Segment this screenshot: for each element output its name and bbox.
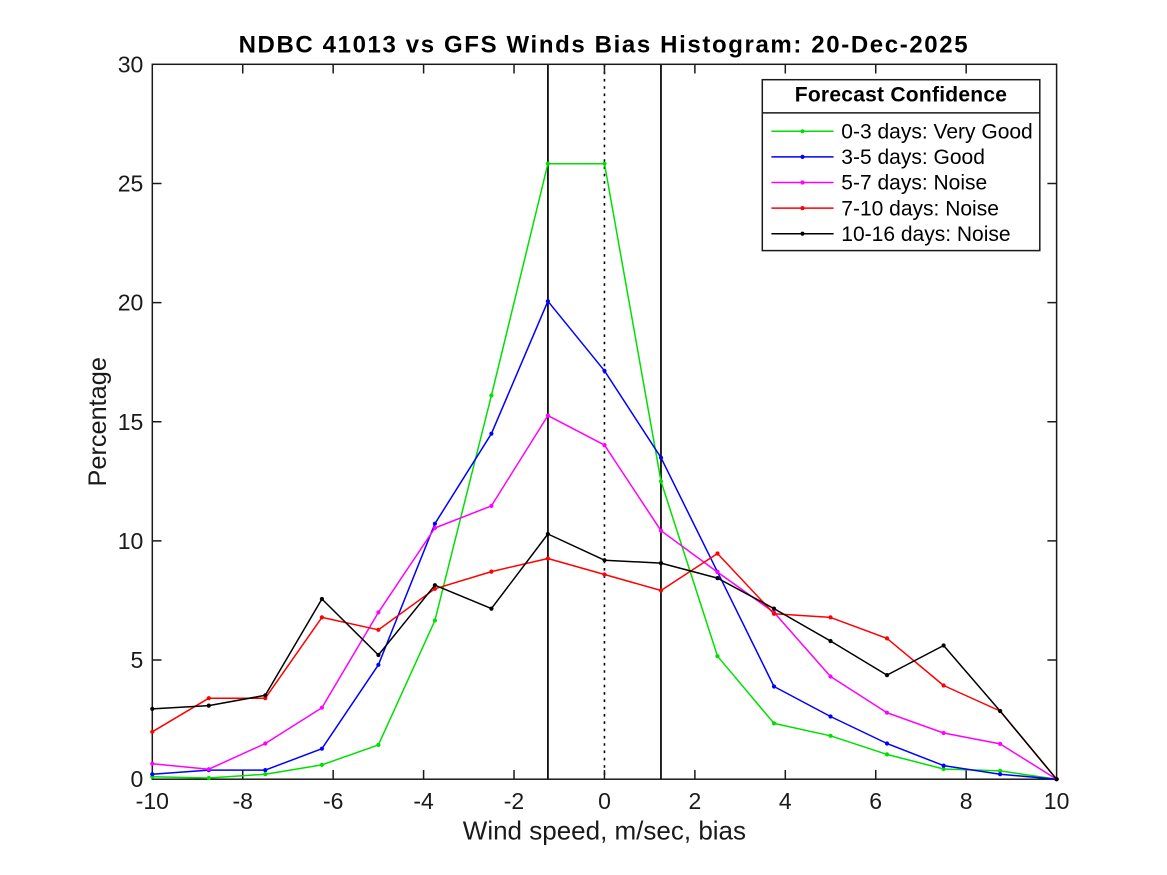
svg-text:2: 2 [689, 788, 702, 814]
svg-text:-6: -6 [323, 788, 343, 814]
svg-text:20: 20 [118, 290, 144, 316]
svg-text:10-16 days: Noise: 10-16 days: Noise [841, 223, 1010, 246]
svg-text:4: 4 [779, 788, 792, 814]
svg-text:0-3 days: Very Good: 0-3 days: Very Good [841, 121, 1032, 144]
svg-text:10: 10 [1044, 788, 1070, 814]
svg-text:7-10 days: Noise: 7-10 days: Noise [841, 197, 999, 220]
svg-text:-8: -8 [232, 788, 252, 814]
svg-text:0: 0 [131, 766, 144, 792]
svg-text:8: 8 [960, 788, 973, 814]
svg-text:Percentage: Percentage [84, 357, 112, 486]
svg-text:0: 0 [598, 788, 611, 814]
svg-text:25: 25 [118, 170, 144, 196]
svg-text:-4: -4 [413, 788, 434, 814]
svg-text:30: 30 [118, 51, 144, 77]
svg-text:NDBC 41013 vs GFS Winds Bias H: NDBC 41013 vs GFS Winds Bias Histogram: … [239, 32, 970, 59]
svg-text:3-5 days: Good: 3-5 days: Good [841, 146, 985, 169]
svg-text:10: 10 [118, 528, 144, 554]
svg-text:15: 15 [118, 409, 144, 435]
svg-text:5-7 days: Noise: 5-7 days: Noise [841, 172, 987, 195]
svg-text:Forecast Confidence: Forecast Confidence [795, 84, 1007, 107]
svg-text:Wind speed, m/sec, bias: Wind speed, m/sec, bias [463, 815, 746, 845]
svg-text:-2: -2 [504, 788, 524, 814]
svg-text:5: 5 [131, 647, 144, 673]
svg-text:6: 6 [869, 788, 882, 814]
svg-text:-10: -10 [136, 788, 169, 814]
